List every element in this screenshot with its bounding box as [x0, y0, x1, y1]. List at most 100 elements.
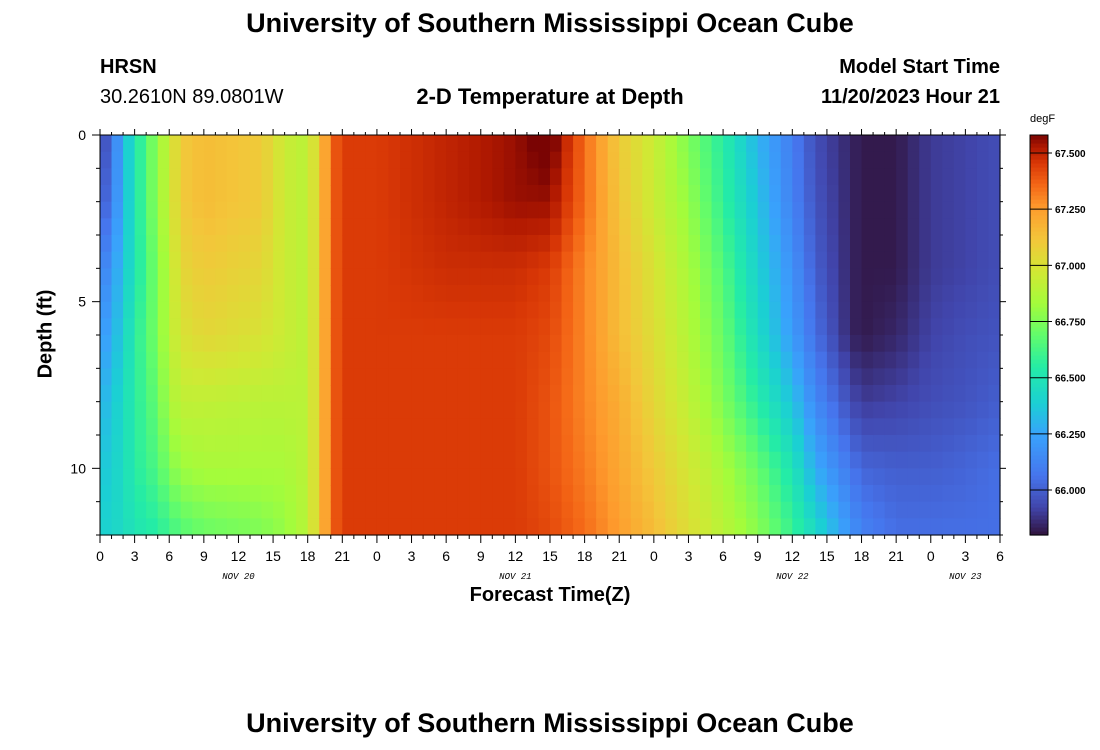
heatmap-cell: [988, 201, 1001, 219]
heatmap-cell: [203, 401, 216, 419]
heatmap-cell: [976, 518, 990, 536]
heatmap-cell: [353, 268, 366, 286]
heatmap-cell: [503, 218, 516, 236]
heatmap-cell: [746, 301, 759, 319]
heatmap-cell: [919, 418, 932, 436]
heatmap-cell: [423, 351, 436, 369]
heatmap-cell: [446, 401, 459, 419]
heatmap-cell: [965, 335, 978, 353]
heatmap-cell: [400, 151, 413, 169]
heatmap-cell: [342, 168, 355, 186]
heatmap-cell: [873, 218, 886, 236]
colorbar-swatch: [1030, 247, 1048, 252]
heatmap-cell: [157, 151, 170, 169]
heatmap-cell: [457, 151, 470, 169]
heatmap-cell: [226, 251, 240, 269]
colorbar-swatch: [1030, 415, 1048, 420]
heatmap-cell: [261, 218, 274, 236]
heatmap-cell: [769, 268, 782, 286]
heatmap-cell: [988, 351, 1001, 369]
heatmap-cell: [400, 351, 413, 369]
heatmap-cell: [988, 268, 1001, 286]
x-tick-label: 6: [165, 548, 173, 564]
heatmap-cell: [180, 468, 193, 486]
heatmap-cell: [226, 151, 240, 169]
heatmap-cell: [780, 451, 793, 469]
heatmap-cell: [123, 385, 136, 403]
heatmap-cell: [619, 451, 632, 469]
heatmap-cell: [550, 135, 563, 153]
heatmap-cell: [700, 435, 713, 453]
heatmap-cell: [676, 285, 690, 303]
heatmap-cell: [307, 468, 320, 486]
heatmap-cell: [100, 135, 113, 153]
heatmap-cell: [838, 301, 851, 319]
heatmap-cell: [607, 335, 620, 353]
heatmap-cell: [550, 268, 563, 286]
heatmap-cell: [526, 401, 540, 419]
heatmap-cell: [688, 518, 701, 536]
heatmap-cell: [584, 468, 597, 486]
heatmap-cell: [134, 135, 147, 153]
heatmap-cell: [907, 235, 920, 253]
heatmap-cell: [365, 335, 378, 353]
heatmap-cell: [250, 401, 263, 419]
heatmap-cell: [769, 501, 782, 519]
heatmap-cell: [273, 451, 286, 469]
heatmap-cell: [873, 201, 886, 219]
heatmap-cell: [607, 301, 620, 319]
heatmap-cell: [411, 501, 424, 519]
heatmap-cell: [803, 218, 816, 236]
heatmap-cell: [446, 251, 459, 269]
heatmap-cell: [988, 285, 1001, 303]
heatmap-cell: [157, 201, 170, 219]
heatmap-cell: [307, 351, 320, 369]
heatmap-cell: [665, 485, 678, 503]
heatmap-cell: [330, 385, 343, 403]
heatmap-cell: [953, 151, 966, 169]
heatmap-cell: [769, 485, 782, 503]
heatmap-cell: [861, 335, 874, 353]
heatmap-cell: [607, 318, 620, 336]
heatmap-cell: [469, 385, 482, 403]
heatmap-cell: [953, 201, 966, 219]
heatmap-cell: [665, 301, 678, 319]
heatmap-cell: [896, 218, 909, 236]
heatmap-cell: [953, 518, 966, 536]
heatmap-cell: [526, 335, 540, 353]
heatmap-cell: [296, 235, 309, 253]
heatmap-cell: [642, 518, 655, 536]
heatmap-cell: [988, 451, 1001, 469]
heatmap-cell: [111, 218, 124, 236]
heatmap-cell: [342, 435, 355, 453]
heatmap-cell: [250, 418, 263, 436]
heatmap-cell: [919, 385, 932, 403]
heatmap-cell: [480, 201, 493, 219]
heatmap-cell: [319, 418, 332, 436]
heatmap-cell: [826, 518, 840, 536]
heatmap-cell: [619, 168, 632, 186]
heatmap-cell: [873, 351, 886, 369]
heatmap-cell: [307, 185, 320, 203]
heatmap-cell: [676, 518, 690, 536]
heatmap-cell: [296, 218, 309, 236]
heatmap-cell: [307, 168, 320, 186]
heatmap-cell: [734, 251, 747, 269]
heatmap-cell: [688, 435, 701, 453]
heatmap-cell: [423, 201, 436, 219]
heatmap-cell: [757, 251, 770, 269]
heatmap-cell: [965, 351, 978, 369]
heatmap-cell: [100, 151, 113, 169]
heatmap-cell: [815, 468, 828, 486]
heatmap-cell: [942, 335, 955, 353]
heatmap-cell: [953, 335, 966, 353]
heatmap-cell: [123, 501, 136, 519]
heatmap-cell: [215, 385, 228, 403]
heatmap-cell: [942, 251, 955, 269]
heatmap-cell: [111, 401, 124, 419]
heatmap-cell: [469, 418, 482, 436]
heatmap-cell: [319, 201, 332, 219]
heatmap-cell: [503, 451, 516, 469]
heatmap-cell: [976, 451, 990, 469]
heatmap-cell: [203, 451, 216, 469]
